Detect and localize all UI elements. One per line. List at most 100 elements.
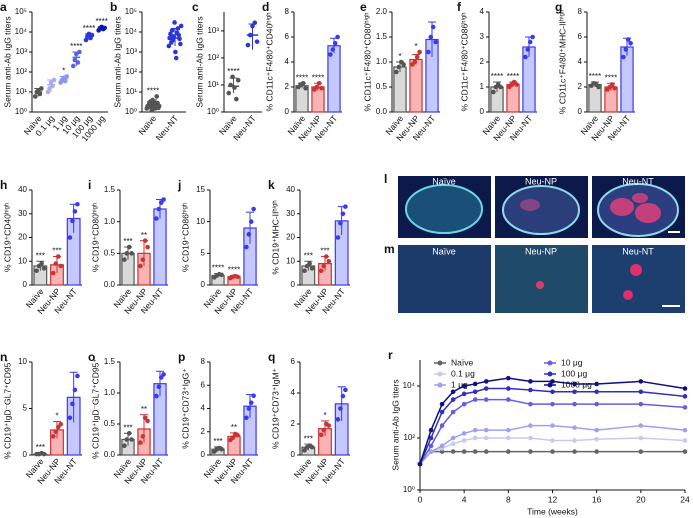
data-point [609,82,615,87]
micrograph-label: Neu-NP [525,176,557,186]
data-point [62,78,68,84]
y-tick-label: 4 [291,388,296,397]
data-point [230,435,236,440]
y-tick-label: 20 [286,233,295,242]
significance: **** [507,72,519,81]
y-tick-label: 10 [286,256,295,265]
y-tick-label: 10³ [125,47,137,56]
data-point [171,34,177,39]
legend-label: 1 μg [451,379,468,389]
data-point [77,49,82,55]
data-point [230,74,235,80]
micrograph [592,245,685,313]
data-point [245,42,251,48]
y-tick-label: 4 [285,57,290,66]
data-point [428,435,434,441]
data-point [638,389,644,395]
data-point [506,435,511,441]
data-point [70,218,75,224]
tissue [405,184,483,234]
data-point [330,47,336,52]
data-point [158,200,164,205]
data-point [319,85,324,91]
data-point [142,415,148,421]
significance: **** [212,264,224,273]
data-point [244,244,249,250]
y-axis-label: Serum anti-Ab IgG titers [194,16,204,107]
data-point [594,389,599,395]
micrograph-label: Neu-NT [622,176,654,186]
data-point [89,32,95,38]
data-point [72,387,78,393]
data-point [235,432,240,438]
data-point [83,37,89,43]
data-point [39,86,44,91]
y-tick-label: 10³ [207,26,219,35]
data-point [528,379,533,384]
germinal-center [520,199,540,211]
data-point [177,36,182,42]
y-tick-label: 10⁰ [125,107,137,116]
data-point [55,254,61,259]
significance: * [414,42,417,51]
data-point [316,80,322,86]
y-tick-label: 0.0 [376,107,388,116]
y-tick-label: 10² [15,67,27,76]
y-tick-label: 0 [23,450,28,459]
significance: **** [147,87,159,96]
x-tick-label: 20 [636,494,646,504]
data-point [41,451,47,457]
legend-label: 0.1 μg [451,368,475,378]
significance: *** [36,251,45,260]
data-point [472,389,478,395]
series-line [419,424,686,465]
data-point [625,37,631,42]
significance: **** [605,73,617,82]
data-point [251,206,256,212]
data-point [51,77,57,83]
data-point [506,386,511,391]
y-tick-label: 10¹ [207,80,219,89]
y-tick-label: 15 [196,185,205,194]
x-tick-label: 0 [418,494,423,504]
micrograph [398,245,491,313]
data-point [232,85,237,90]
data-point [47,86,52,91]
significance: **** [83,24,95,33]
data-point [528,435,533,441]
data-point [314,84,320,90]
data-point [122,443,127,449]
data-point [572,401,577,407]
data-point [32,94,38,99]
micrograph [495,245,588,313]
y-tick-label: 10⁵ [15,7,27,16]
y-tick-label: 0 [201,450,206,459]
x-tick-label: 24 [680,494,690,504]
y-tick-label: 0.5 [376,82,388,91]
data-point [228,82,233,88]
panel-letter: e [360,0,367,14]
data-point [70,63,76,69]
series-line [419,387,686,465]
data-point [172,20,177,25]
y-tick-label: 0 [285,107,290,116]
data-point [235,274,240,280]
data-point [142,238,148,243]
data-point [472,397,478,402]
significance: *** [36,443,45,452]
micrograph-label: Naïve [432,246,456,256]
data-point [450,449,456,454]
data-point [594,401,599,407]
series-line [419,377,686,465]
data-point [247,32,253,38]
data-point [124,437,130,442]
data-point [145,244,150,250]
data-point [75,373,80,379]
data-point [340,211,346,217]
data-point [72,209,78,214]
data-point [514,82,519,87]
data-point [523,54,528,60]
y-tick-label: 6 [578,32,583,41]
data-point [483,427,489,433]
data-point [572,449,577,454]
